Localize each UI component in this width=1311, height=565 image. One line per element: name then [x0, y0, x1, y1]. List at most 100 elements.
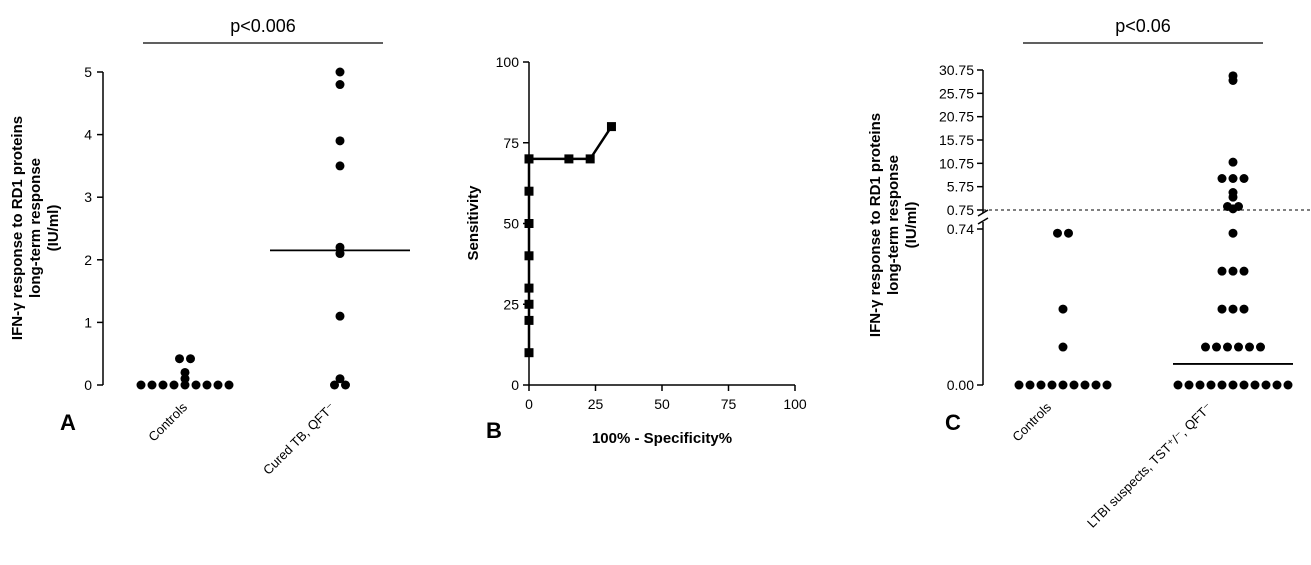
data-point-c: [1234, 342, 1243, 352]
panel-label-c: C: [945, 410, 961, 435]
y-tick-label-b: 25: [503, 296, 519, 312]
y-tick-label-b: 75: [503, 135, 519, 151]
data-point-a: [335, 374, 345, 384]
y-tick-label-c: 0.00: [947, 377, 974, 393]
data-point-c: [1245, 342, 1254, 352]
y-tick-label-b: 50: [503, 216, 519, 232]
data-point-a: [224, 380, 234, 390]
roc-point: [606, 122, 616, 132]
data-point-c: [1217, 304, 1227, 314]
data-point-c: [1184, 380, 1194, 390]
y-tick-label-c: 20.75: [939, 109, 974, 125]
data-point-c: [1080, 380, 1090, 390]
data-point-a: [147, 380, 157, 390]
data-point-c: [1217, 266, 1227, 276]
y-tick-label-c: 0.75: [947, 202, 974, 218]
data-point-c: [1261, 380, 1271, 390]
y-label-b: Sensitivity: [465, 185, 482, 261]
roc-curve: [524, 122, 616, 358]
data-point-c: [1058, 304, 1068, 314]
y-tick-label-a: 2: [84, 252, 92, 268]
roc-point: [524, 251, 534, 261]
data-point-c: [1228, 228, 1238, 238]
y-tick-label-b: 0: [511, 377, 519, 393]
data-point-c: [1223, 342, 1232, 352]
y-tick-label-c: 5.75: [947, 179, 974, 195]
data-point-a: [186, 354, 195, 364]
y-ticks-b: 0 25 50 75 100: [496, 54, 529, 393]
panel-c: p<0.06 0.00 0.74 0.75 5.75 10.75 15.75 20.75 25…: [867, 16, 1311, 531]
panel-label-b: B: [486, 418, 502, 443]
y-tick-label-a: 3: [84, 189, 92, 205]
data-point-a: [136, 380, 146, 390]
data-point-a: [213, 380, 223, 390]
x-tick-label-b: 25: [588, 396, 604, 412]
roc-point: [524, 186, 534, 196]
category-label-controls-c: Controls: [1009, 399, 1054, 444]
roc-point: [585, 154, 595, 164]
data-point-c: [1228, 76, 1238, 85]
y-tick-label-b: 100: [496, 54, 520, 70]
data-point-a: [180, 374, 190, 384]
category-label-cured-tb: Cured TB, QFT⁻: [260, 400, 338, 478]
y-label-a-line1: IFN-γ response to RD1 proteins: [9, 116, 26, 340]
y-label-c-line3: (IU/ml): [903, 202, 920, 249]
roc-point: [524, 283, 534, 293]
pvalue-a: p<0.006: [230, 16, 296, 36]
data-point-c: [1217, 174, 1227, 183]
panel-a: p<0.006 0 1 2 3 4 5 IFN-γ response to RD1 pro…: [9, 16, 410, 478]
data-point-c: [1228, 266, 1238, 276]
data-point-c: [1058, 342, 1068, 352]
points-a: [136, 67, 350, 390]
data-point-c: [1206, 380, 1216, 390]
y-tick-label-a: 4: [84, 127, 92, 143]
x-tick-label-b: 100: [783, 396, 807, 412]
y-label-c-line1: IFN-γ response to RD1 proteins: [867, 113, 884, 337]
roc-point: [524, 315, 534, 325]
data-point-c: [1239, 266, 1249, 276]
x-tick-label-b: 50: [654, 396, 670, 412]
panel-label-a: A: [60, 410, 76, 435]
y-tick-label-a: 5: [84, 64, 92, 80]
data-point-c: [1102, 380, 1112, 390]
data-point-c: [1239, 174, 1249, 183]
data-point-a: [180, 367, 190, 377]
data-point-c: [1195, 380, 1205, 390]
pvalue-c: p<0.06: [1115, 16, 1171, 36]
y-label-a-line2: long-term response: [27, 158, 44, 298]
data-point-c: [1250, 380, 1260, 390]
data-point-a: [175, 354, 184, 364]
data-point-a: [191, 380, 201, 390]
data-point-a: [335, 80, 345, 90]
data-point-a: [335, 67, 345, 77]
data-point-c: [1058, 380, 1068, 390]
data-point-c: [1014, 380, 1024, 390]
y-tick-label-c: 10.75: [939, 155, 974, 171]
y-tick-label-c: 30.75: [939, 62, 974, 78]
data-point-c: [1064, 228, 1073, 238]
y-tick-label-c: 0.74: [947, 221, 974, 237]
category-label-controls-a: Controls: [145, 399, 190, 444]
x-ticks-b: 0 25 50 75 100: [525, 385, 807, 412]
data-point-c: [1228, 380, 1238, 390]
data-point-c: [1239, 304, 1249, 314]
axis-break-top: [977, 209, 989, 217]
data-point-a: [180, 380, 190, 390]
y-ticks-c: 0.00 0.74 0.75 5.75 10.75 15.75 20.75 25.75 30.7…: [939, 62, 983, 393]
y-ticks-a: 0 1 2 3 4 5: [84, 64, 103, 393]
data-point-c: [1283, 380, 1293, 390]
data-point-c: [1228, 174, 1238, 183]
data-point-c: [1091, 380, 1101, 390]
data-point-c: [1201, 342, 1210, 352]
data-point-c: [1228, 304, 1238, 314]
x-tick-label-b: 0: [525, 396, 533, 412]
y-tick-label-c: 15.75: [939, 132, 974, 148]
data-point-c: [1239, 380, 1249, 390]
data-point-c: [1036, 380, 1046, 390]
points-c: [1014, 71, 1293, 390]
x-label-b: 100% - Specificity%: [592, 430, 732, 447]
y-tick-label-c: 25.75: [939, 85, 974, 101]
data-point-a: [169, 380, 179, 390]
y-label-c-line2: long-term response: [885, 155, 902, 295]
